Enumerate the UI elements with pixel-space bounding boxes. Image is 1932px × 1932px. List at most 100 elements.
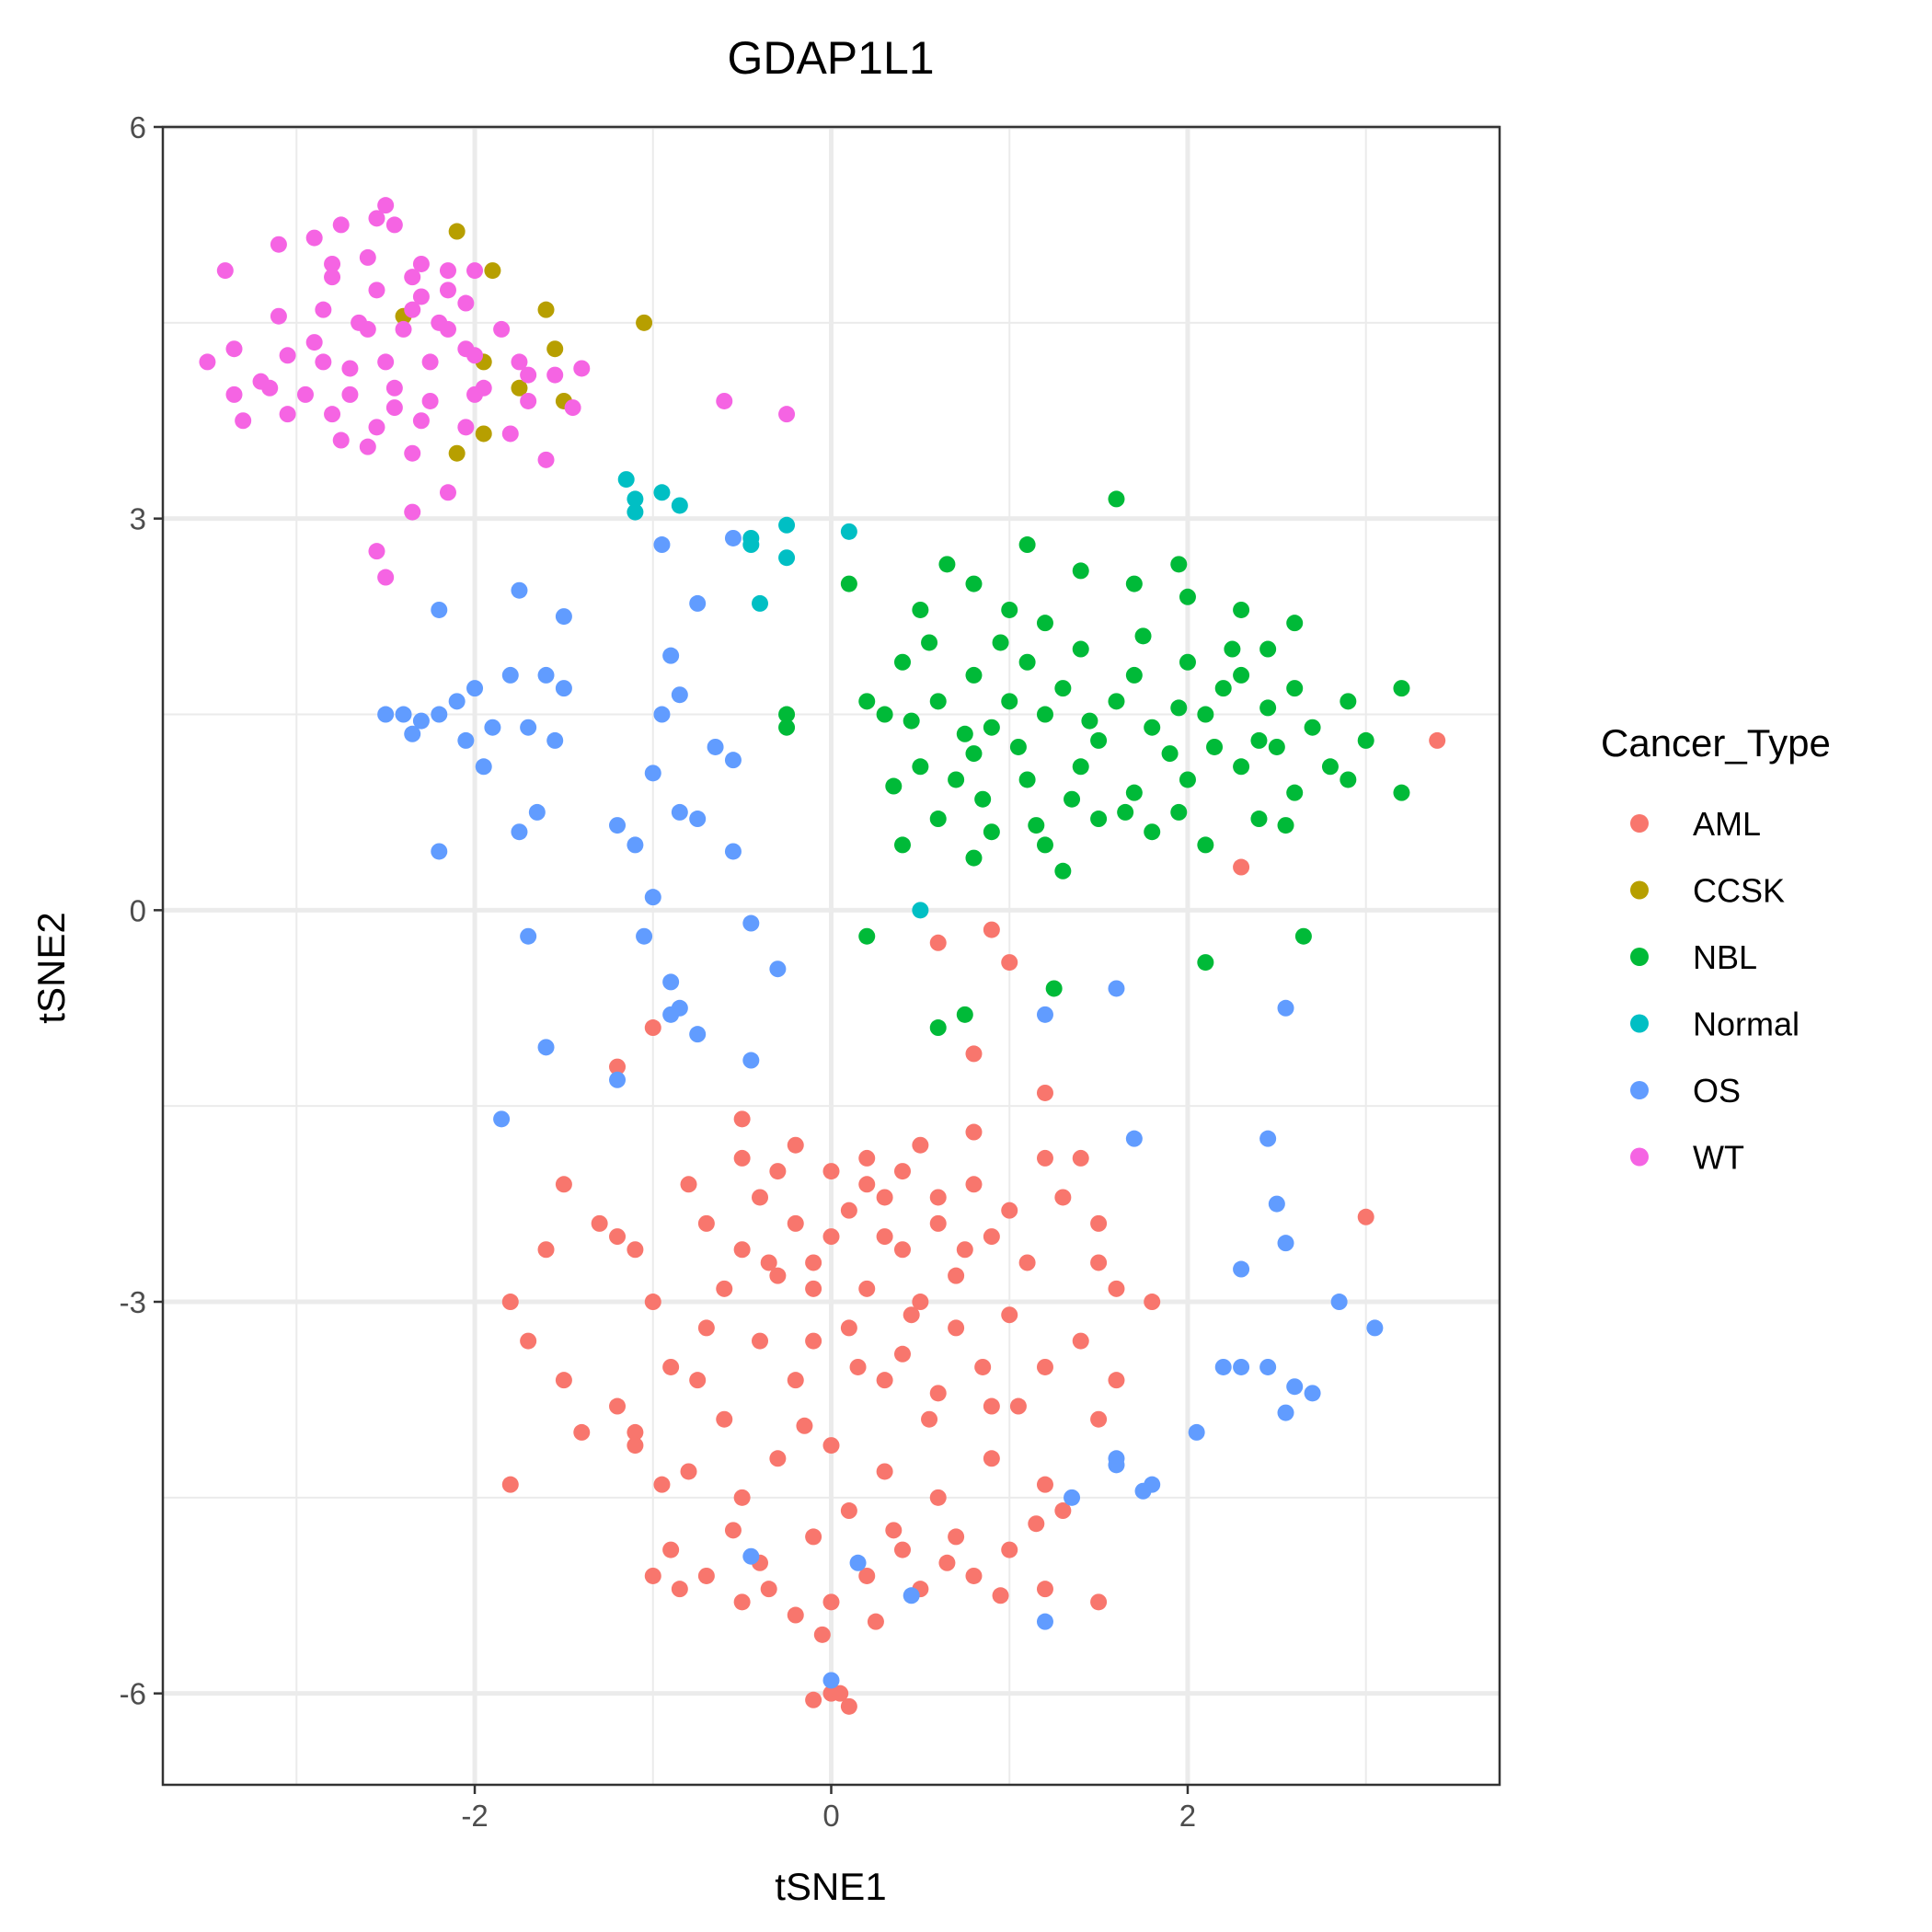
data-point [315, 301, 332, 318]
data-point [493, 320, 511, 338]
data-point [324, 255, 341, 272]
data-point [965, 575, 983, 592]
data-point [1028, 1515, 1045, 1533]
data-point [627, 1423, 644, 1441]
legend-key [1630, 1014, 1649, 1033]
legend-item-aml: AML [1630, 805, 1761, 843]
data-point [903, 712, 920, 730]
data-point [1001, 601, 1018, 618]
data-point [1330, 1294, 1348, 1311]
data-point [1179, 653, 1196, 671]
data-point [778, 406, 796, 423]
data-point [225, 385, 243, 403]
data-point [1018, 536, 1036, 554]
data-point [671, 497, 688, 514]
data-point [893, 836, 911, 854]
data-point [627, 1241, 644, 1259]
data-point [368, 210, 385, 227]
data-point [644, 1019, 661, 1037]
data-point [689, 1372, 707, 1389]
data-point [1161, 745, 1179, 763]
y-tick-label: 0 [130, 893, 146, 927]
data-point [404, 444, 421, 462]
data-point [431, 601, 448, 618]
grid-lines [163, 124, 1500, 1785]
x-tick-label: -2 [461, 1799, 488, 1833]
data-point [733, 1593, 751, 1611]
data-point [787, 1606, 804, 1624]
data-point [573, 1423, 591, 1441]
data-point [724, 1522, 742, 1539]
chart-title: GDAP1L1 [727, 32, 934, 84]
legend-label: AML [1693, 805, 1761, 843]
data-point [697, 1214, 715, 1232]
data-point [377, 353, 395, 371]
data-point [849, 1554, 867, 1571]
axes: -2 0 2 -6 -3 0 3 6 [120, 110, 1196, 1833]
data-point [805, 1691, 822, 1708]
data-point [395, 320, 412, 338]
data-point [385, 399, 403, 417]
data-point [733, 1241, 751, 1259]
data-point [805, 1280, 822, 1297]
data-point [270, 236, 287, 253]
data-point [983, 719, 1000, 736]
data-point [457, 419, 475, 436]
data-point [1036, 1006, 1053, 1023]
data-point [948, 1319, 965, 1337]
data-point [1170, 556, 1188, 573]
data-point [475, 379, 492, 397]
data-point [1286, 680, 1304, 697]
data-point [1108, 1280, 1125, 1297]
data-point [1233, 858, 1250, 876]
data-point [716, 392, 733, 409]
data-point [199, 353, 216, 371]
data-point [965, 1567, 983, 1584]
legend-key [1630, 1081, 1649, 1099]
data-point [832, 1685, 849, 1702]
data-point [1259, 699, 1277, 717]
data-point [537, 301, 555, 318]
data-point [689, 594, 707, 612]
legend-title: Cancer_Type [1601, 721, 1831, 765]
data-point [769, 1163, 787, 1180]
data-point [644, 889, 661, 906]
data-point [439, 320, 456, 338]
data-point [1036, 1149, 1053, 1167]
data-point [448, 444, 466, 462]
data-point [885, 777, 903, 795]
data-point [421, 392, 439, 409]
data-point [724, 529, 742, 546]
data-point [822, 1228, 840, 1246]
legend-label: Normal [1693, 1006, 1800, 1043]
data-point [305, 229, 323, 247]
data-point [609, 1228, 627, 1246]
data-point [921, 634, 938, 651]
data-point [760, 1254, 777, 1271]
data-point [948, 1528, 965, 1546]
data-point [805, 1332, 822, 1350]
data-point [537, 451, 555, 468]
data-point [1054, 1502, 1072, 1520]
data-point [511, 823, 528, 841]
data-point [1036, 836, 1053, 854]
data-point [377, 197, 395, 214]
legend-key [1630, 814, 1649, 833]
data-point [733, 1149, 751, 1167]
data-point [1090, 1410, 1108, 1428]
data-point [1045, 980, 1063, 997]
data-point [636, 314, 653, 331]
data-point [431, 706, 448, 723]
data-point [1188, 1423, 1205, 1441]
data-point [858, 1567, 876, 1584]
data-point [752, 1189, 769, 1206]
data-point [609, 1058, 627, 1075]
data-point [1072, 758, 1089, 776]
data-point [778, 516, 796, 534]
data-point [537, 1039, 555, 1056]
data-point [974, 1358, 992, 1375]
data-point [929, 1214, 947, 1232]
data-point [1108, 1372, 1125, 1389]
data-point [689, 1026, 707, 1043]
data-point [1393, 680, 1410, 697]
